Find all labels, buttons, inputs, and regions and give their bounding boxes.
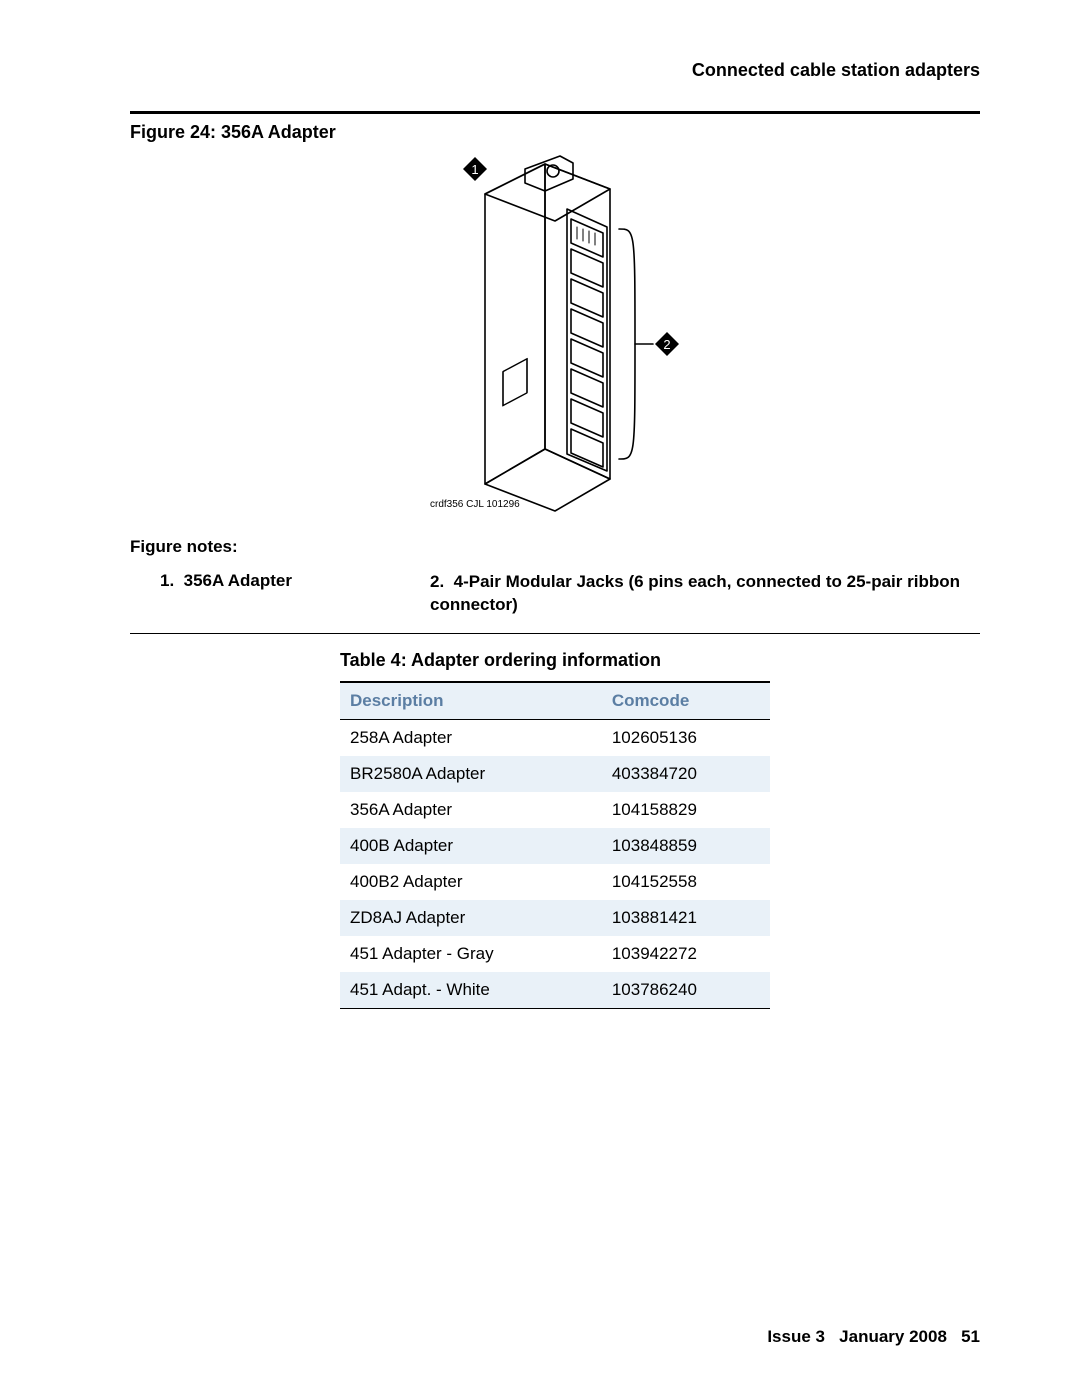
table-row: 258A Adapter102605136 <box>340 719 770 756</box>
table-cell: 103848859 <box>602 828 770 864</box>
ordering-table-block: Table 4: Adapter ordering information De… <box>340 650 770 1009</box>
table-row: 400B2 Adapter104152558 <box>340 864 770 900</box>
table-cell: 103881421 <box>602 900 770 936</box>
svg-text:1: 1 <box>471 162 478 177</box>
footer-issue: Issue 3 <box>767 1327 825 1346</box>
table-row: 451 Adapt. - White103786240 <box>340 972 770 1009</box>
table-cell: 258A Adapter <box>340 719 602 756</box>
figure-notes: 1. 356A Adapter 2. 4-Pair Modular Jacks … <box>130 571 980 617</box>
figure-title: Figure 24: 356A Adapter <box>130 122 980 143</box>
footer-date: January 2008 <box>839 1327 947 1346</box>
ordering-table: Description Comcode 258A Adapter10260513… <box>340 681 770 1009</box>
page-footer: Issue 3 January 2008 51 <box>767 1327 980 1347</box>
rule-mid <box>130 633 980 634</box>
section-header: Connected cable station adapters <box>130 60 980 81</box>
note1-number: 1. <box>160 571 174 590</box>
table-cell: ZD8AJ Adapter <box>340 900 602 936</box>
footer-page: 51 <box>961 1327 980 1346</box>
note2-number: 2. <box>430 572 444 591</box>
drawing-reference: crdf356 CJL 101296 <box>430 499 520 510</box>
svg-text:2: 2 <box>663 337 670 352</box>
table-cell: 103786240 <box>602 972 770 1009</box>
table-cell: 400B Adapter <box>340 828 602 864</box>
table-row: 356A Adapter104158829 <box>340 792 770 828</box>
note2-text: 4-Pair Modular Jacks (6 pins each, conne… <box>430 572 960 614</box>
table-cell: 451 Adapt. - White <box>340 972 602 1009</box>
table-cell: 102605136 <box>602 719 770 756</box>
col-comcode: Comcode <box>602 682 770 720</box>
table-cell: BR2580A Adapter <box>340 756 602 792</box>
table-cell: 104152558 <box>602 864 770 900</box>
table-cell: 400B2 Adapter <box>340 864 602 900</box>
note1-text: 356A Adapter <box>184 571 292 590</box>
table-row: 400B Adapter103848859 <box>340 828 770 864</box>
document-page: Connected cable station adapters Figure … <box>0 0 1080 1397</box>
table-cell: 451 Adapter - Gray <box>340 936 602 972</box>
figure-diagram: 1 2 crdf356 CJL 101296 <box>130 149 980 529</box>
table-row: 451 Adapter - Gray103942272 <box>340 936 770 972</box>
figure-notes-label: Figure notes: <box>130 537 980 557</box>
rule-top <box>130 111 980 114</box>
table-cell: 356A Adapter <box>340 792 602 828</box>
col-description: Description <box>340 682 602 720</box>
table-cell: 104158829 <box>602 792 770 828</box>
table-cell: 103942272 <box>602 936 770 972</box>
table-row: BR2580A Adapter403384720 <box>340 756 770 792</box>
table-cell: 403384720 <box>602 756 770 792</box>
table-title: Table 4: Adapter ordering information <box>340 650 770 671</box>
table-row: ZD8AJ Adapter103881421 <box>340 900 770 936</box>
